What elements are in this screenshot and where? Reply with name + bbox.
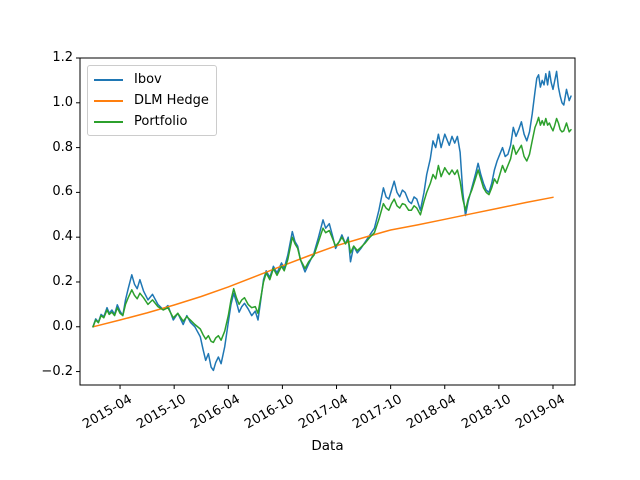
y-tick-label: 0.8 xyxy=(52,139,73,155)
y-tick-label: 0.6 xyxy=(52,184,73,200)
series-line-ibov xyxy=(92,70,572,372)
y-tick-label: 0.0 xyxy=(52,318,73,334)
y-tick-label: 1.0 xyxy=(52,94,73,110)
series-line-portfolio xyxy=(92,116,572,344)
legend-label-ibov: Ibov xyxy=(134,72,162,87)
legend-item-portfolio: Portfolio xyxy=(94,111,208,132)
series-line-dlm-hedge xyxy=(92,196,554,328)
legend-item-ibov: Ibov xyxy=(94,69,208,90)
legend-line-ibov xyxy=(94,78,123,81)
legend-line-portfolio xyxy=(94,120,123,123)
y-tick-label: 0.2 xyxy=(52,273,73,289)
legend-line-dlm-hedge xyxy=(94,99,123,102)
legend: Ibov DLM Hedge Portfolio xyxy=(87,65,217,136)
y-tick-label: −0.2 xyxy=(41,363,73,379)
legend-label-dlm-hedge: DLM Hedge xyxy=(134,93,209,108)
legend-label-portfolio: Portfolio xyxy=(134,114,188,129)
legend-item-dlm-hedge: DLM Hedge xyxy=(94,90,209,111)
y-tick-label: 1.2 xyxy=(52,50,73,65)
x-axis-label: Data xyxy=(311,438,344,454)
y-tick-label: 0.4 xyxy=(52,229,73,245)
